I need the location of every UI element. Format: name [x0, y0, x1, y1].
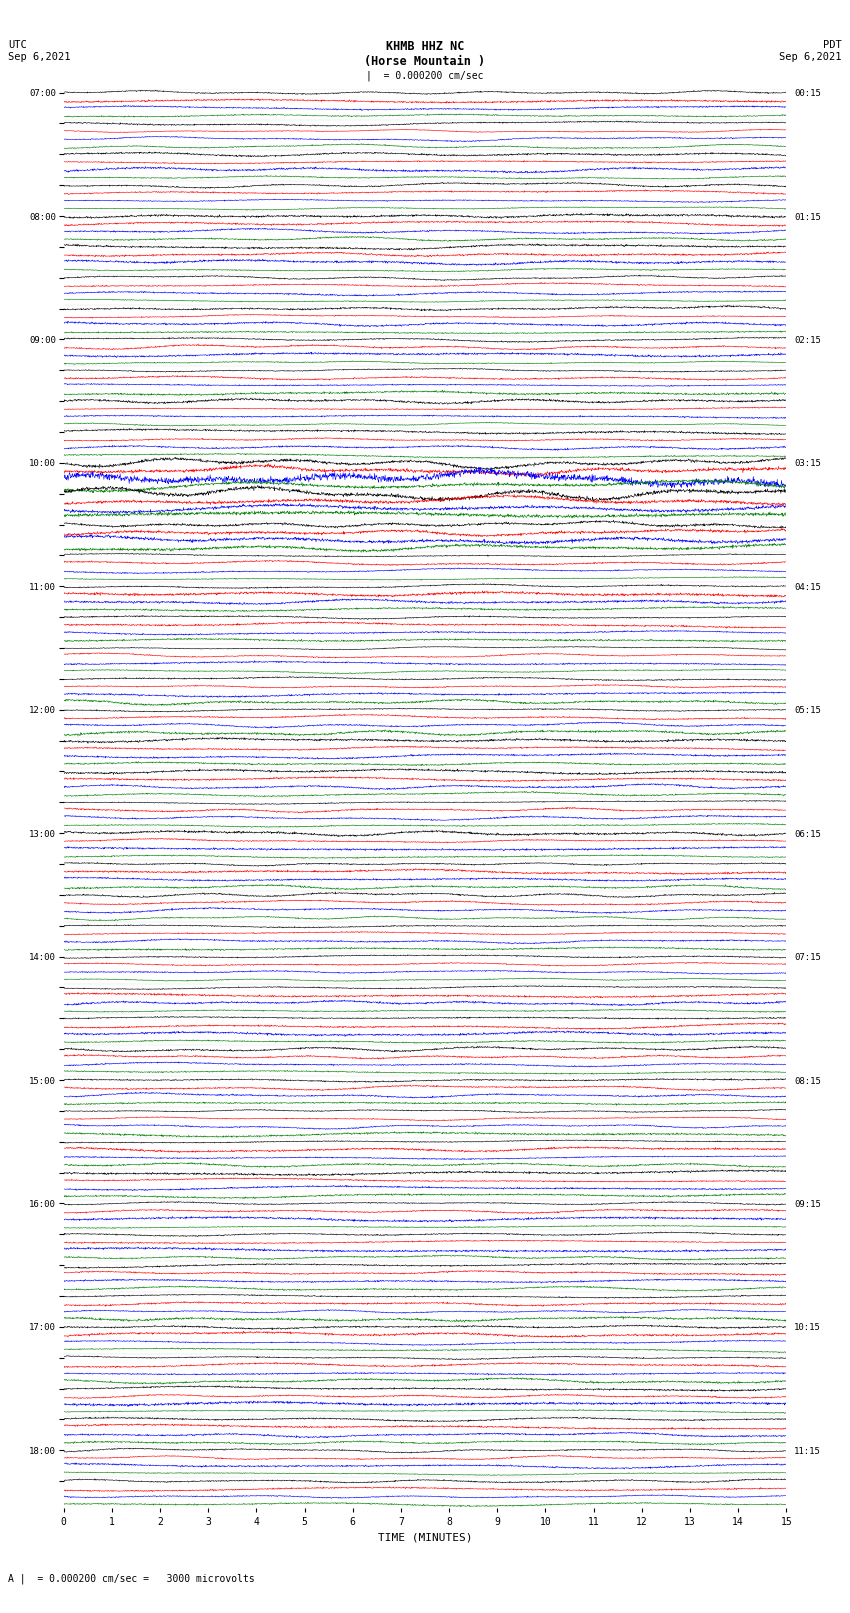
Text: PDT
Sep 6,2021: PDT Sep 6,2021: [779, 40, 842, 61]
Text: KHMB HHZ NC
(Horse Mountain ): KHMB HHZ NC (Horse Mountain ): [365, 40, 485, 68]
X-axis label: TIME (MINUTES): TIME (MINUTES): [377, 1532, 473, 1542]
Text: UTC
Sep 6,2021: UTC Sep 6,2021: [8, 40, 71, 61]
Text: |  = 0.000200 cm/sec: | = 0.000200 cm/sec: [366, 71, 484, 82]
Text: A |  = 0.000200 cm/sec =   3000 microvolts: A | = 0.000200 cm/sec = 3000 microvolts: [8, 1573, 255, 1584]
